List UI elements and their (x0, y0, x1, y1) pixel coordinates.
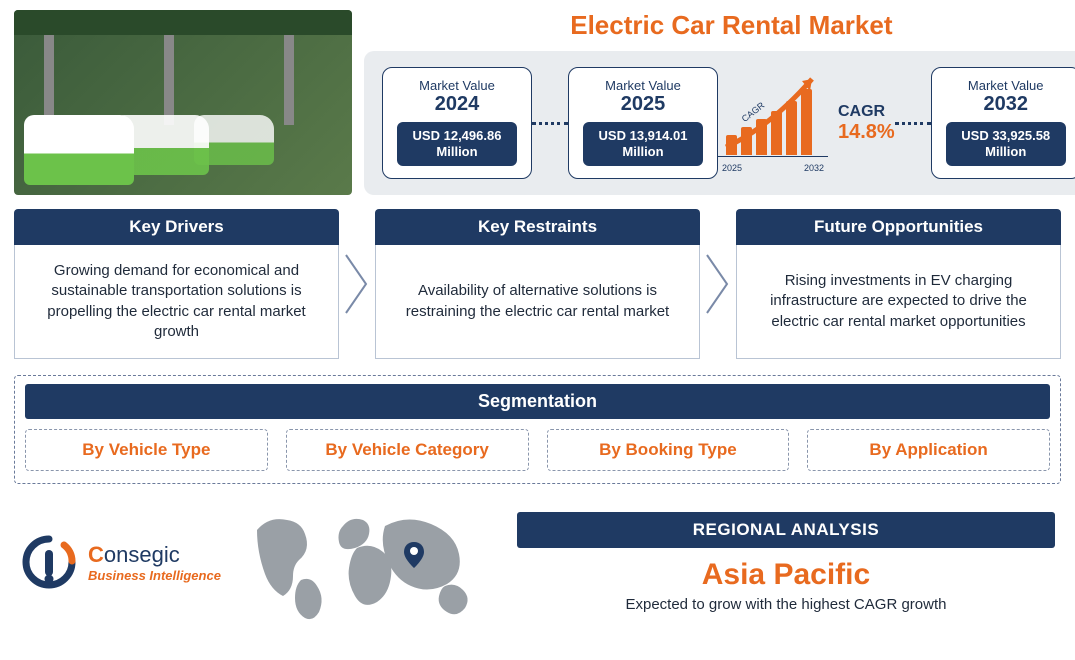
mv-year: 2025 (583, 93, 703, 116)
world-map-icon (239, 502, 499, 622)
regional-name: Asia Pacific (517, 558, 1055, 592)
hero-image (14, 10, 352, 195)
mv-year: 2032 (946, 93, 1066, 116)
cagr-bar (801, 89, 812, 155)
panel-drivers: Key Drivers Growing demand for economica… (14, 209, 339, 359)
panel-body: Availability of alternative solutions is… (375, 245, 700, 359)
panel-header: Future Opportunities (736, 209, 1061, 245)
segmentation-item: By Vehicle Category (286, 429, 529, 471)
cagr-chart: CAGR 2025 2032 (718, 73, 828, 173)
cagr-value: 14.8% (838, 121, 895, 144)
cagr-label: CAGR (838, 103, 895, 121)
cagr-bar (771, 111, 782, 155)
cagr-bar (786, 101, 797, 155)
market-value-2032: Market Value 2032 USD 33,925.58 Million (931, 67, 1075, 180)
map-pin-icon (404, 542, 424, 573)
mv-label: Market Value (946, 78, 1066, 93)
brand-logo: Consegic Business Intelligence (20, 533, 221, 591)
mv-value: USD 33,925.58 Million (946, 122, 1066, 167)
cagr-block: CAGR 2025 2032 CAGR 14.8% (718, 73, 895, 173)
cagr-bar (741, 127, 752, 155)
cagr-bar (726, 135, 737, 155)
regional-note: Expected to grow with the highest CAGR g… (517, 596, 1055, 613)
regional-analysis: REGIONAL ANALYSIS Asia Pacific Expected … (517, 512, 1055, 613)
panel-body: Rising investments in EV charging infras… (736, 245, 1061, 359)
panel-header: Key Restraints (375, 209, 700, 245)
connector-dots (895, 122, 931, 125)
page-title: Electric Car Rental Market (364, 10, 1075, 41)
mv-value: USD 13,914.01 Million (583, 122, 703, 167)
segmentation-item: By Vehicle Type (25, 429, 268, 471)
cagr-bar (756, 119, 767, 155)
logo-line2: Business Intelligence (88, 568, 221, 583)
regional-header: REGIONAL ANALYSIS (517, 512, 1055, 548)
panel-restraints: Key Restraints Availability of alternati… (375, 209, 700, 359)
panel-header: Key Drivers (14, 209, 339, 245)
market-value-2025: Market Value 2025 USD 13,914.01 Million (568, 67, 718, 180)
panel-body: Growing demand for economical and sustai… (14, 245, 339, 359)
mv-year: 2024 (397, 93, 517, 116)
segmentation-item: By Application (807, 429, 1050, 471)
axis-start: 2025 (722, 163, 742, 173)
segmentation-title: Segmentation (25, 384, 1050, 419)
connector-dots (532, 122, 568, 125)
metrics-strip: Market Value 2024 USD 12,496.86 Million … (364, 51, 1075, 195)
panel-opportunities: Future Opportunities Rising investments … (736, 209, 1061, 359)
mv-value: USD 12,496.86 Million (397, 122, 517, 167)
segmentation-block: Segmentation By Vehicle Type By Vehicle … (14, 375, 1061, 484)
mv-label: Market Value (583, 78, 703, 93)
axis-end: 2032 (804, 163, 824, 173)
market-value-2024: Market Value 2024 USD 12,496.86 Million (382, 67, 532, 180)
logo-mark-icon (20, 533, 78, 591)
mv-label: Market Value (397, 78, 517, 93)
logo-line1: Consegic (88, 542, 221, 568)
segmentation-item: By Booking Type (547, 429, 790, 471)
